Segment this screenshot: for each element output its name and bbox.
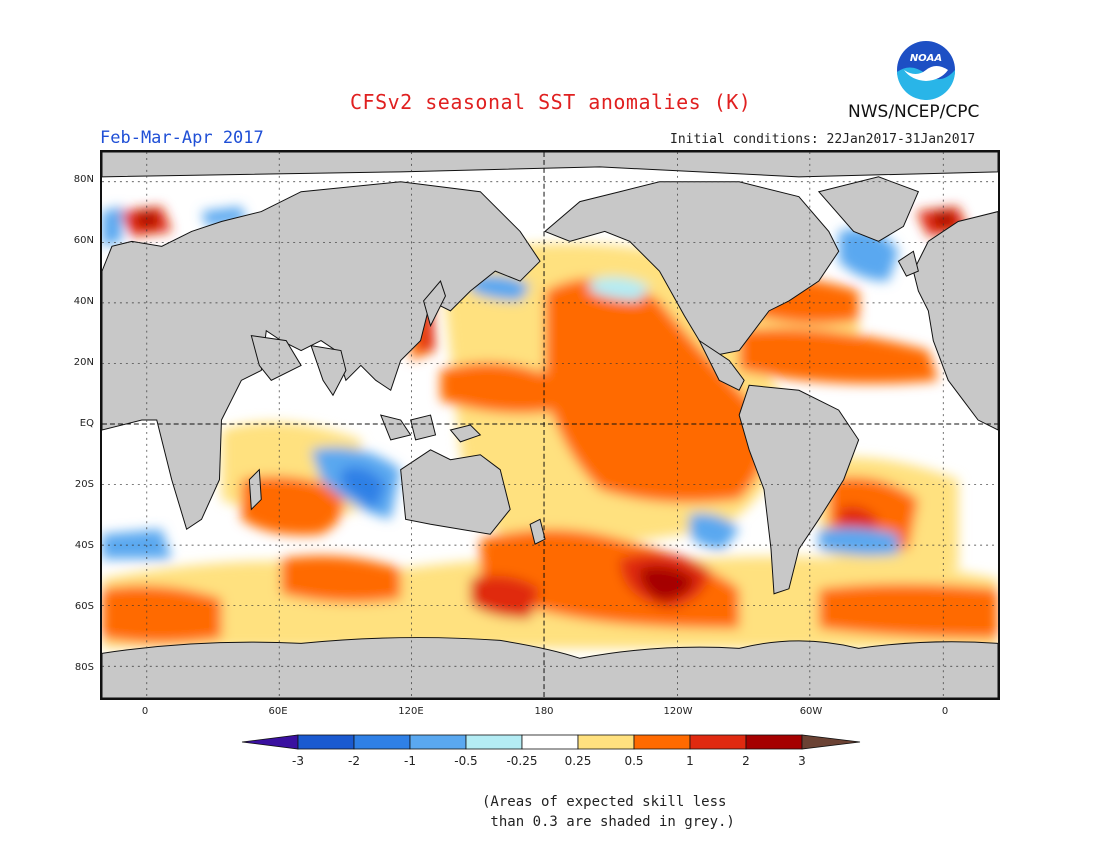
- lat-label-80n: 80N: [73, 174, 94, 185]
- lat-label-80s: 80S: [74, 662, 94, 673]
- forecast-period: Feb-Mar-Apr 2017: [100, 128, 264, 148]
- colorbar-tick-label: -1: [404, 754, 416, 768]
- colorbar-tick-label: 2: [742, 754, 750, 768]
- colorbar-tick-label: 1: [686, 754, 694, 768]
- colorbar-extend-high: [801, 734, 861, 750]
- lon-label-180: 180: [534, 706, 554, 717]
- sst-anomaly-map: [100, 150, 1000, 700]
- colorbar-tick-label: 3: [798, 754, 806, 768]
- colorbar-extend-low: [241, 734, 299, 750]
- lon-label-60e: 60E: [268, 706, 288, 717]
- lon-label-0-east: 0: [941, 706, 949, 717]
- land-masses: [102, 152, 998, 698]
- lon-label-60w: 60W: [799, 706, 823, 717]
- skill-note: (Areas of expected skill less than 0.3 a…: [482, 792, 735, 832]
- equator-dateline: [102, 152, 998, 698]
- initial-conditions: Initial conditions: 22Jan2017-31Jan2017: [670, 132, 976, 147]
- colorbar-swatch: [521, 734, 579, 750]
- noaa-logo: NOAA: [897, 41, 956, 100]
- lon-label-0: 0: [141, 706, 149, 717]
- skill-note-line-2: than 0.3 are shaded in grey.): [482, 814, 735, 830]
- lat-label-40n: 40N: [73, 296, 94, 307]
- skill-note-line-1: (Areas of expected skill less: [482, 794, 727, 810]
- colorbar-swatch: [689, 734, 747, 750]
- lat-label-40s: 40S: [74, 540, 94, 551]
- agency-label: NWS/NCEP/CPC: [848, 102, 980, 122]
- colorbar-swatch: [577, 734, 635, 750]
- colorbar-tick-label: -3: [292, 754, 304, 768]
- colorbar-tick-label: 0.25: [565, 754, 592, 768]
- colorbar-swatch: [465, 734, 523, 750]
- logo-text: NOAA: [910, 53, 942, 64]
- colorbar-swatch: [297, 734, 355, 750]
- colorbar-tick-label: -2: [348, 754, 360, 768]
- graticule: [102, 152, 998, 698]
- colorbar-swatch: [633, 734, 691, 750]
- colorbar-swatch: [353, 734, 411, 750]
- lat-label-20s: 20S: [74, 479, 94, 490]
- lat-label-60s: 60S: [74, 601, 94, 612]
- lat-label-60n: 60N: [73, 235, 94, 246]
- colorbar-tick-label: 0.5: [624, 754, 643, 768]
- lon-label-120e: 120E: [398, 706, 424, 717]
- colorbar: -3 -2 -1 -0.5 -0.25 0.25 0.5 1 2 3: [241, 734, 861, 768]
- lon-label-120w: 120W: [663, 706, 693, 717]
- colorbar-tick-label: -0.5: [454, 754, 477, 768]
- colorbar-tick-label: -0.25: [506, 754, 537, 768]
- lat-label-eq: EQ: [79, 418, 94, 429]
- colorbar-swatch: [745, 734, 803, 750]
- chart-title: CFSv2 seasonal SST anomalies (K): [350, 90, 752, 114]
- colorbar-swatch: [409, 734, 467, 750]
- lat-label-20n: 20N: [73, 357, 94, 368]
